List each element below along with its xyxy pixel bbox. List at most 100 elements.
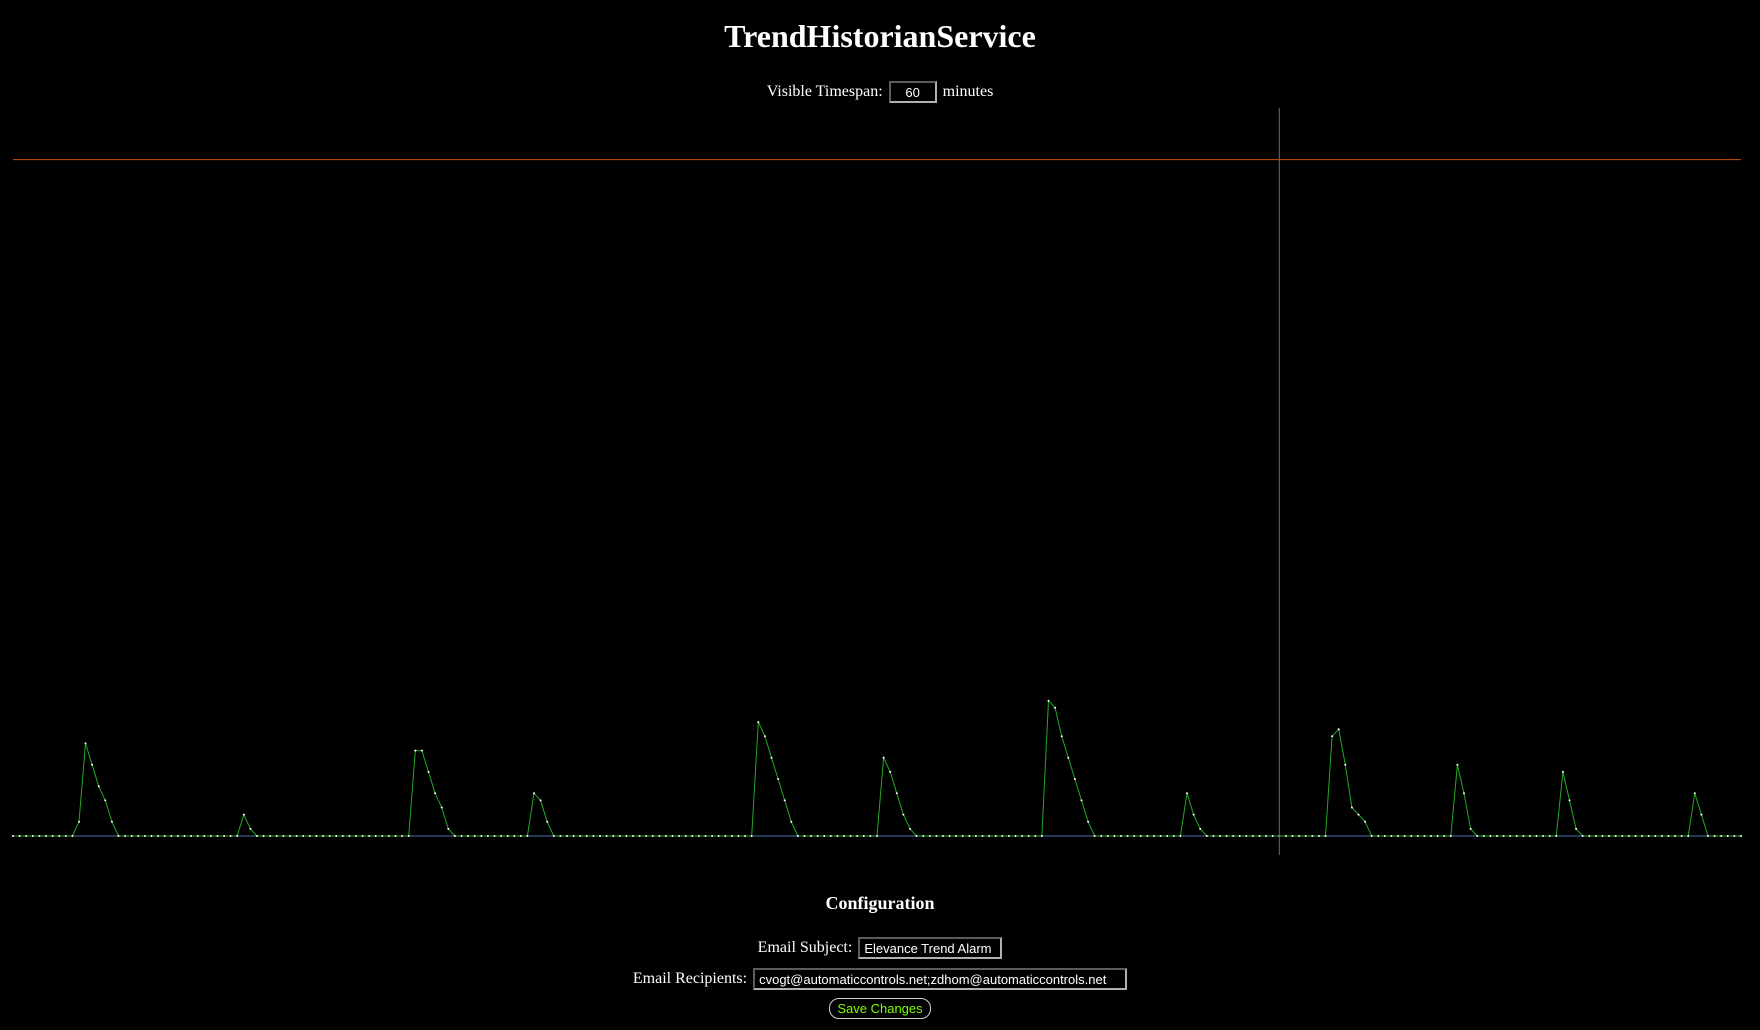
data-point xyxy=(480,835,482,837)
data-point xyxy=(1061,735,1063,737)
data-point xyxy=(1087,821,1089,823)
data-point xyxy=(988,835,990,837)
data-point xyxy=(1338,728,1340,730)
data-point xyxy=(118,835,120,837)
data-point xyxy=(461,835,463,837)
series-points xyxy=(12,700,1742,837)
data-point xyxy=(1081,799,1083,801)
data-point xyxy=(889,771,891,773)
data-point xyxy=(58,835,60,837)
data-point xyxy=(705,835,707,837)
data-point xyxy=(467,835,469,837)
data-point xyxy=(559,835,561,837)
data-point xyxy=(368,835,370,837)
data-point xyxy=(1166,835,1168,837)
data-point xyxy=(1509,835,1511,837)
data-point xyxy=(375,835,377,837)
data-point xyxy=(1727,835,1729,837)
data-point xyxy=(711,835,713,837)
data-point xyxy=(533,792,535,794)
data-point xyxy=(856,835,858,837)
data-point xyxy=(1641,835,1643,837)
data-point xyxy=(1219,835,1221,837)
data-point xyxy=(1582,835,1584,837)
email-subject-input[interactable] xyxy=(858,937,1002,959)
data-point xyxy=(1390,835,1392,837)
data-point xyxy=(1120,835,1122,837)
data-point xyxy=(718,835,720,837)
data-point xyxy=(1371,835,1373,837)
data-point xyxy=(1628,835,1630,837)
data-point xyxy=(566,835,568,837)
data-point xyxy=(1140,835,1142,837)
data-point xyxy=(1226,835,1228,837)
data-point xyxy=(1404,835,1406,837)
data-point xyxy=(322,835,324,837)
data-point xyxy=(355,835,357,837)
data-point xyxy=(1437,835,1439,837)
data-point xyxy=(698,835,700,837)
data-point xyxy=(1311,835,1313,837)
data-point xyxy=(395,835,397,837)
data-point xyxy=(1417,835,1419,837)
data-point xyxy=(45,835,47,837)
trend-chart[interactable] xyxy=(0,0,1760,880)
data-point xyxy=(513,835,515,837)
data-point xyxy=(164,835,166,837)
data-point xyxy=(1239,835,1241,837)
data-point xyxy=(652,835,654,837)
data-point xyxy=(1575,828,1577,830)
data-point xyxy=(98,785,100,787)
data-point xyxy=(658,835,660,837)
data-point xyxy=(230,835,232,837)
data-point xyxy=(1549,835,1551,837)
data-point xyxy=(494,835,496,837)
data-point xyxy=(632,835,634,837)
data-point xyxy=(104,799,106,801)
data-point xyxy=(1720,835,1722,837)
data-point xyxy=(1146,835,1148,837)
data-point xyxy=(1707,835,1709,837)
data-point xyxy=(540,799,542,801)
email-subject-label: Email Subject: xyxy=(758,939,853,956)
data-point xyxy=(797,835,799,837)
data-point xyxy=(751,835,753,837)
data-point xyxy=(869,835,871,837)
data-point xyxy=(876,835,878,837)
data-point xyxy=(678,835,680,837)
data-point xyxy=(447,828,449,830)
data-point xyxy=(1714,835,1716,837)
data-point xyxy=(315,835,317,837)
data-point xyxy=(1536,835,1538,837)
data-point xyxy=(197,835,199,837)
data-point xyxy=(1529,835,1531,837)
data-point xyxy=(1443,835,1445,837)
data-point xyxy=(896,792,898,794)
email-recipients-input[interactable] xyxy=(753,968,1127,990)
data-point xyxy=(599,835,601,837)
data-point xyxy=(1206,835,1208,837)
data-point xyxy=(362,835,364,837)
data-point xyxy=(764,735,766,737)
data-point xyxy=(223,835,225,837)
data-point xyxy=(810,835,812,837)
data-point xyxy=(269,835,271,837)
data-point xyxy=(665,835,667,837)
data-point xyxy=(1681,835,1683,837)
data-point xyxy=(401,835,403,837)
data-point xyxy=(592,835,594,837)
data-point xyxy=(1503,835,1505,837)
data-point xyxy=(1456,764,1458,766)
data-point xyxy=(685,835,687,837)
data-point xyxy=(1595,835,1597,837)
save-changes-button[interactable]: Save Changes xyxy=(829,998,930,1019)
data-point xyxy=(414,750,416,752)
data-point xyxy=(625,835,627,837)
data-point xyxy=(487,835,489,837)
data-point xyxy=(771,757,773,759)
data-point xyxy=(408,835,410,837)
data-point xyxy=(790,821,792,823)
data-point xyxy=(843,835,845,837)
data-point xyxy=(1133,835,1135,837)
